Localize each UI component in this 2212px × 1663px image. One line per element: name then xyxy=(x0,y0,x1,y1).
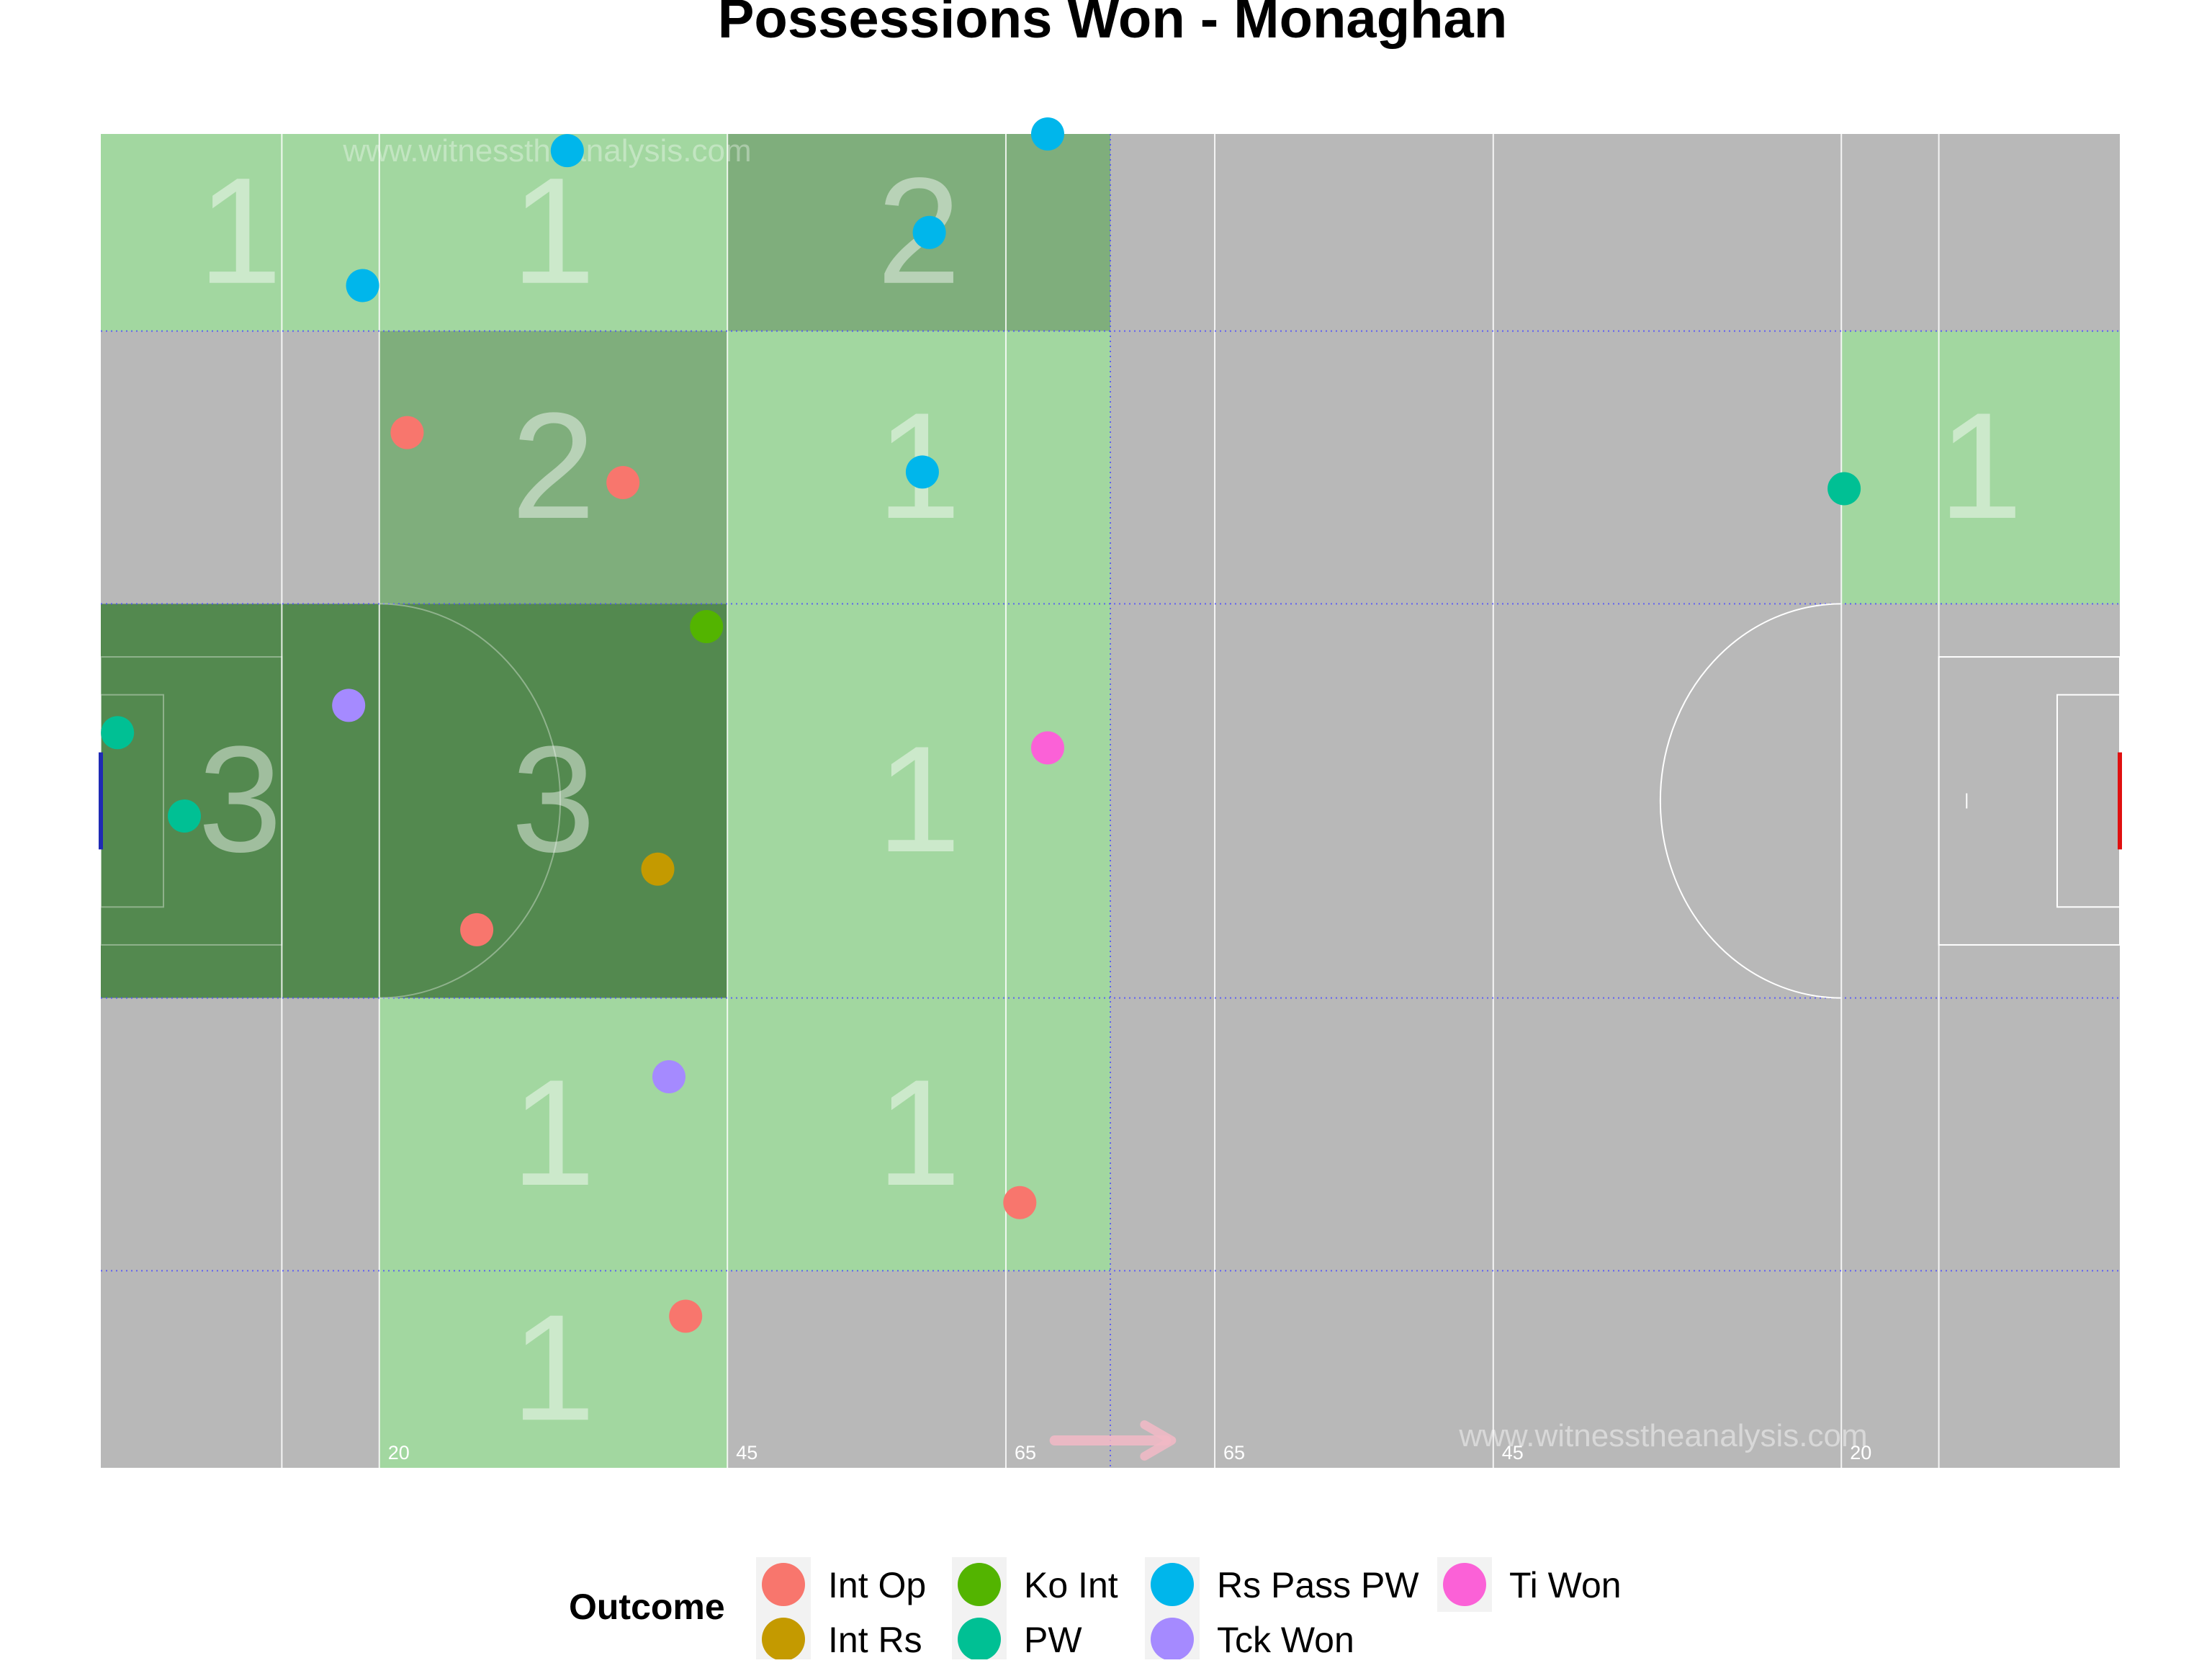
attack-direction-arrowhead xyxy=(1140,1420,1177,1461)
distance-label: 65 xyxy=(1223,1442,1245,1463)
zone-cell xyxy=(727,998,1110,1271)
legend-swatch xyxy=(1151,1563,1194,1606)
data-point xyxy=(905,455,939,489)
data-point xyxy=(1030,117,1064,151)
data-point xyxy=(912,215,946,249)
legend-label: PW xyxy=(1024,1620,1082,1659)
zone-cell xyxy=(379,1270,728,1468)
watermark-layer: www.witnesstheanalysis.com www.witnessth… xyxy=(342,133,1867,1453)
data-point xyxy=(346,269,379,302)
data-point xyxy=(606,466,640,500)
data-point xyxy=(168,799,202,833)
data-point xyxy=(641,852,675,886)
distance-label: 45 xyxy=(736,1442,757,1463)
legend-label: Rs Pass PW xyxy=(1217,1565,1419,1605)
data-point xyxy=(1030,731,1064,765)
distance-label: 45 xyxy=(1502,1442,1524,1463)
data-point xyxy=(550,134,584,168)
data-point xyxy=(669,1299,703,1333)
data-point xyxy=(652,1060,685,1094)
legend-label: Int Rs xyxy=(828,1620,922,1659)
legend-swatch xyxy=(958,1618,1001,1661)
data-point xyxy=(1003,1185,1037,1219)
data-point xyxy=(390,416,424,449)
legend-swatch xyxy=(1151,1618,1194,1661)
zone-count-label: 3 xyxy=(511,714,595,884)
data-point xyxy=(1827,472,1861,506)
watermark: www.witnesstheanalysis.com xyxy=(1458,1418,1867,1453)
pitch-lines: 20 45 65 65 45 20 xyxy=(99,134,2122,1468)
zone-count-label: 2 xyxy=(511,381,595,550)
zone-cell xyxy=(379,134,728,331)
zone-cell xyxy=(1841,331,2120,604)
zone-count-label: 1 xyxy=(511,146,595,315)
data-point xyxy=(332,689,366,722)
zone-cell xyxy=(727,604,1110,998)
legend-swatch xyxy=(762,1563,805,1606)
legend-label: Ko Int xyxy=(1024,1565,1118,1605)
legend-title: Outcome xyxy=(569,1587,725,1627)
distance-label: 65 xyxy=(1015,1442,1036,1463)
zone-count-label: 1 xyxy=(877,714,961,884)
right-arc xyxy=(1660,603,1842,999)
zone-cell xyxy=(379,331,728,604)
legend-label: Tck Won xyxy=(1217,1620,1354,1659)
zone-cell xyxy=(101,604,379,998)
legend: Outcome Int Op Int Rs Ko Int PW Rs Pass PW Tc… xyxy=(569,1557,1622,1663)
legend-swatch xyxy=(1443,1563,1486,1606)
data-point xyxy=(101,716,135,750)
chart-title: Possessions Won - Monaghan xyxy=(718,0,1508,50)
zone-count-label: 1 xyxy=(877,1048,961,1217)
distance-label: 20 xyxy=(1850,1442,1871,1463)
distance-label: 20 xyxy=(388,1442,410,1463)
zone-count-label: 1 xyxy=(511,1048,595,1217)
legend-label: Int Op xyxy=(828,1565,926,1605)
zone-count-label: 1 xyxy=(198,146,282,315)
zone-cell xyxy=(101,134,379,331)
zone-layer: 112211331111 xyxy=(101,134,2120,1468)
zone-count-label: 1 xyxy=(511,1283,595,1452)
zone-cell xyxy=(379,604,728,998)
zone-count-label: 3 xyxy=(198,714,282,884)
points-layer xyxy=(101,117,1861,1333)
zone-cell xyxy=(379,998,728,1271)
legend-swatch xyxy=(762,1618,805,1661)
legend-label: Ti Won xyxy=(1509,1565,1622,1605)
legend-swatch xyxy=(958,1563,1001,1606)
left-arc xyxy=(379,603,561,999)
data-point xyxy=(690,609,724,643)
zone-count-label: 1 xyxy=(1938,381,2023,550)
watermark: www.witnesstheanalysis.com xyxy=(342,133,751,169)
data-point xyxy=(460,913,494,946)
